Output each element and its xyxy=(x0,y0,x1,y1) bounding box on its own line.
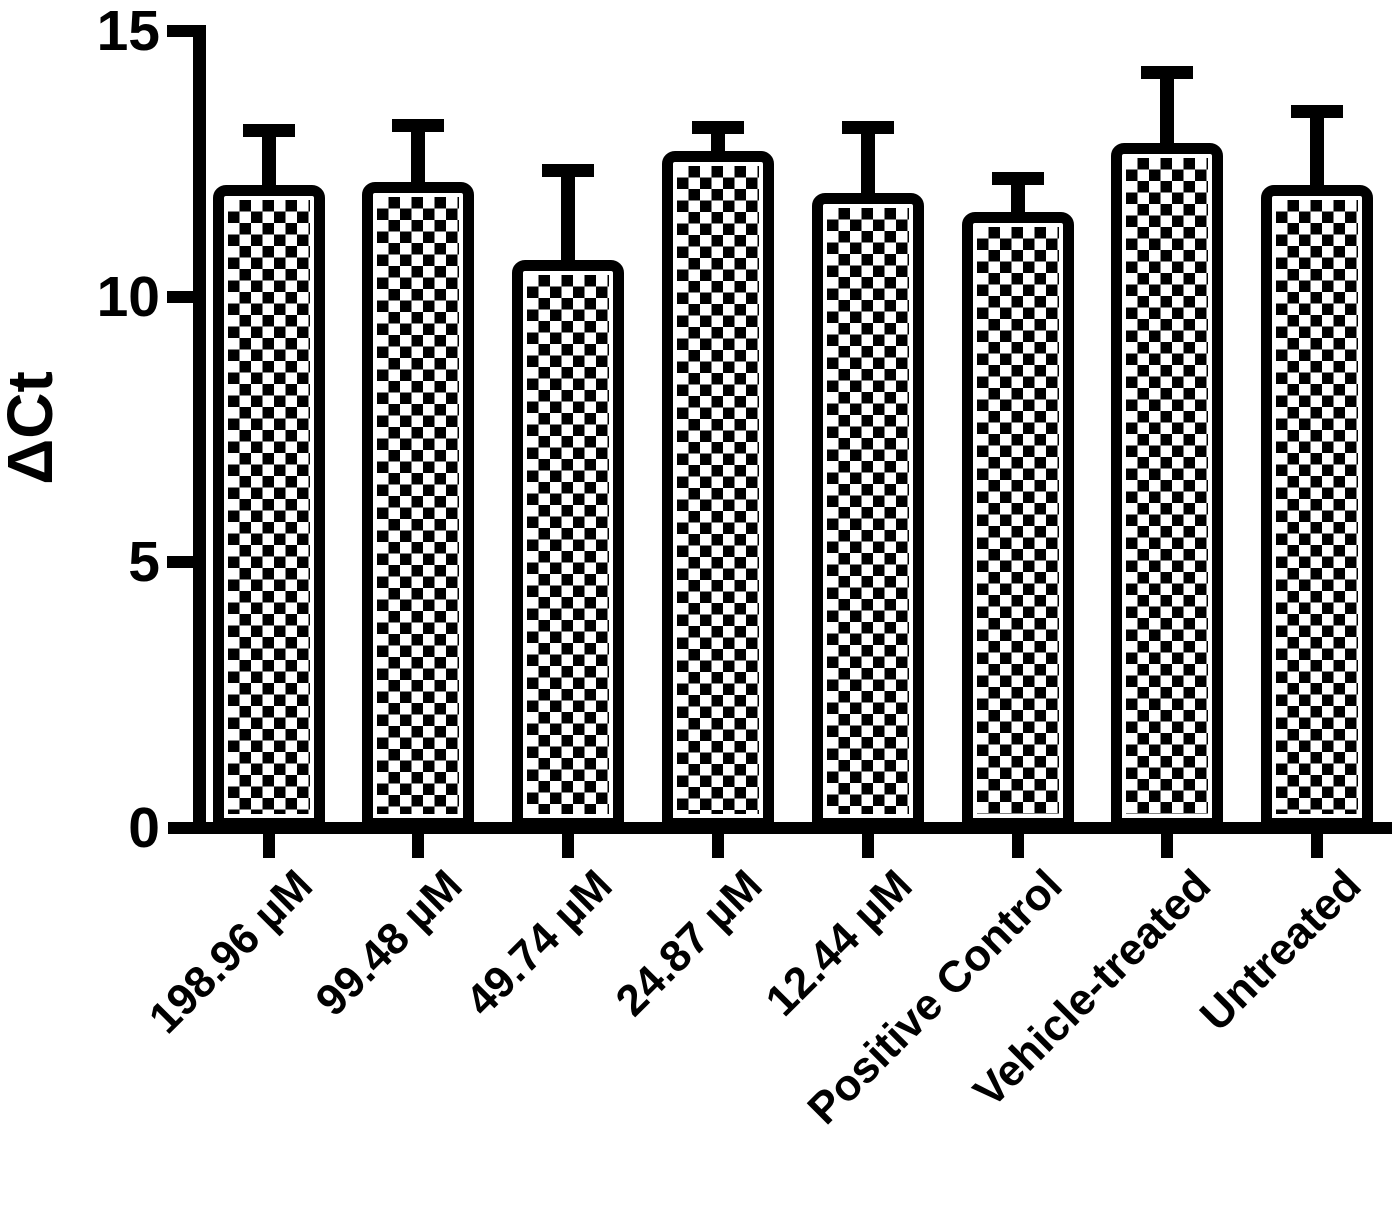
bar-checkerboard-fill xyxy=(527,275,609,814)
error-bar-cap xyxy=(542,164,594,177)
x-tick-mark xyxy=(263,834,275,858)
x-axis-line xyxy=(168,822,1392,834)
error-bar-cap xyxy=(842,121,894,134)
error-bar-cap xyxy=(243,124,295,137)
y-tick-mark xyxy=(167,556,193,568)
x-tick-mark xyxy=(562,834,574,858)
error-bar-stem xyxy=(561,174,575,282)
bar-7 xyxy=(1261,185,1373,829)
y-tick-label: 5 xyxy=(128,530,160,594)
y-tick-mark xyxy=(167,291,193,303)
bar-checkerboard-fill xyxy=(1126,158,1208,814)
x-tick-mark xyxy=(712,834,724,858)
bar-checkerboard-fill xyxy=(977,227,1059,814)
x-tick-mark xyxy=(1311,834,1323,858)
x-tick-mark xyxy=(1012,834,1024,858)
x-tick-mark xyxy=(862,834,874,858)
y-axis-line xyxy=(193,25,206,834)
x-tick-mark xyxy=(412,834,424,858)
x-tick-mark xyxy=(1161,834,1173,858)
error-bar-stem xyxy=(1310,115,1324,207)
bar-4 xyxy=(812,193,924,829)
bar-0 xyxy=(213,185,325,829)
x-category-label: 24.87 µM xyxy=(606,860,772,1026)
y-tick-label: 0 xyxy=(128,796,160,860)
x-category-label: Untreated xyxy=(1190,860,1371,1041)
bar-checkerboard-fill xyxy=(827,208,909,814)
bar-3 xyxy=(662,151,774,829)
y-tick-mark xyxy=(167,25,193,37)
y-tick-label: 10 xyxy=(96,265,160,329)
bar-6 xyxy=(1111,143,1223,829)
x-category-label: 198.96 µM xyxy=(139,860,323,1043)
bar-2 xyxy=(512,260,624,829)
bar-1 xyxy=(362,182,474,829)
x-category-label: Positive Control xyxy=(798,860,1072,1134)
y-tick-label: 15 xyxy=(96,0,160,63)
error-bar-cap xyxy=(1291,105,1343,118)
y-axis-title: ΔCt xyxy=(0,371,66,485)
error-bar-cap xyxy=(692,121,744,134)
error-bar-cap xyxy=(1141,66,1193,79)
error-bar-stem xyxy=(1160,76,1174,165)
bar-5 xyxy=(962,212,1074,829)
bar-checkerboard-fill xyxy=(677,166,759,814)
x-category-label: 49.74 µM xyxy=(456,860,622,1026)
bar-checkerboard-fill xyxy=(1276,200,1358,814)
bar-checkerboard-fill xyxy=(377,197,459,814)
x-category-label: 99.48 µM xyxy=(306,860,472,1026)
error-bar-cap xyxy=(992,172,1044,185)
bar-checkerboard-fill xyxy=(228,200,310,814)
error-bar-cap xyxy=(392,119,444,132)
